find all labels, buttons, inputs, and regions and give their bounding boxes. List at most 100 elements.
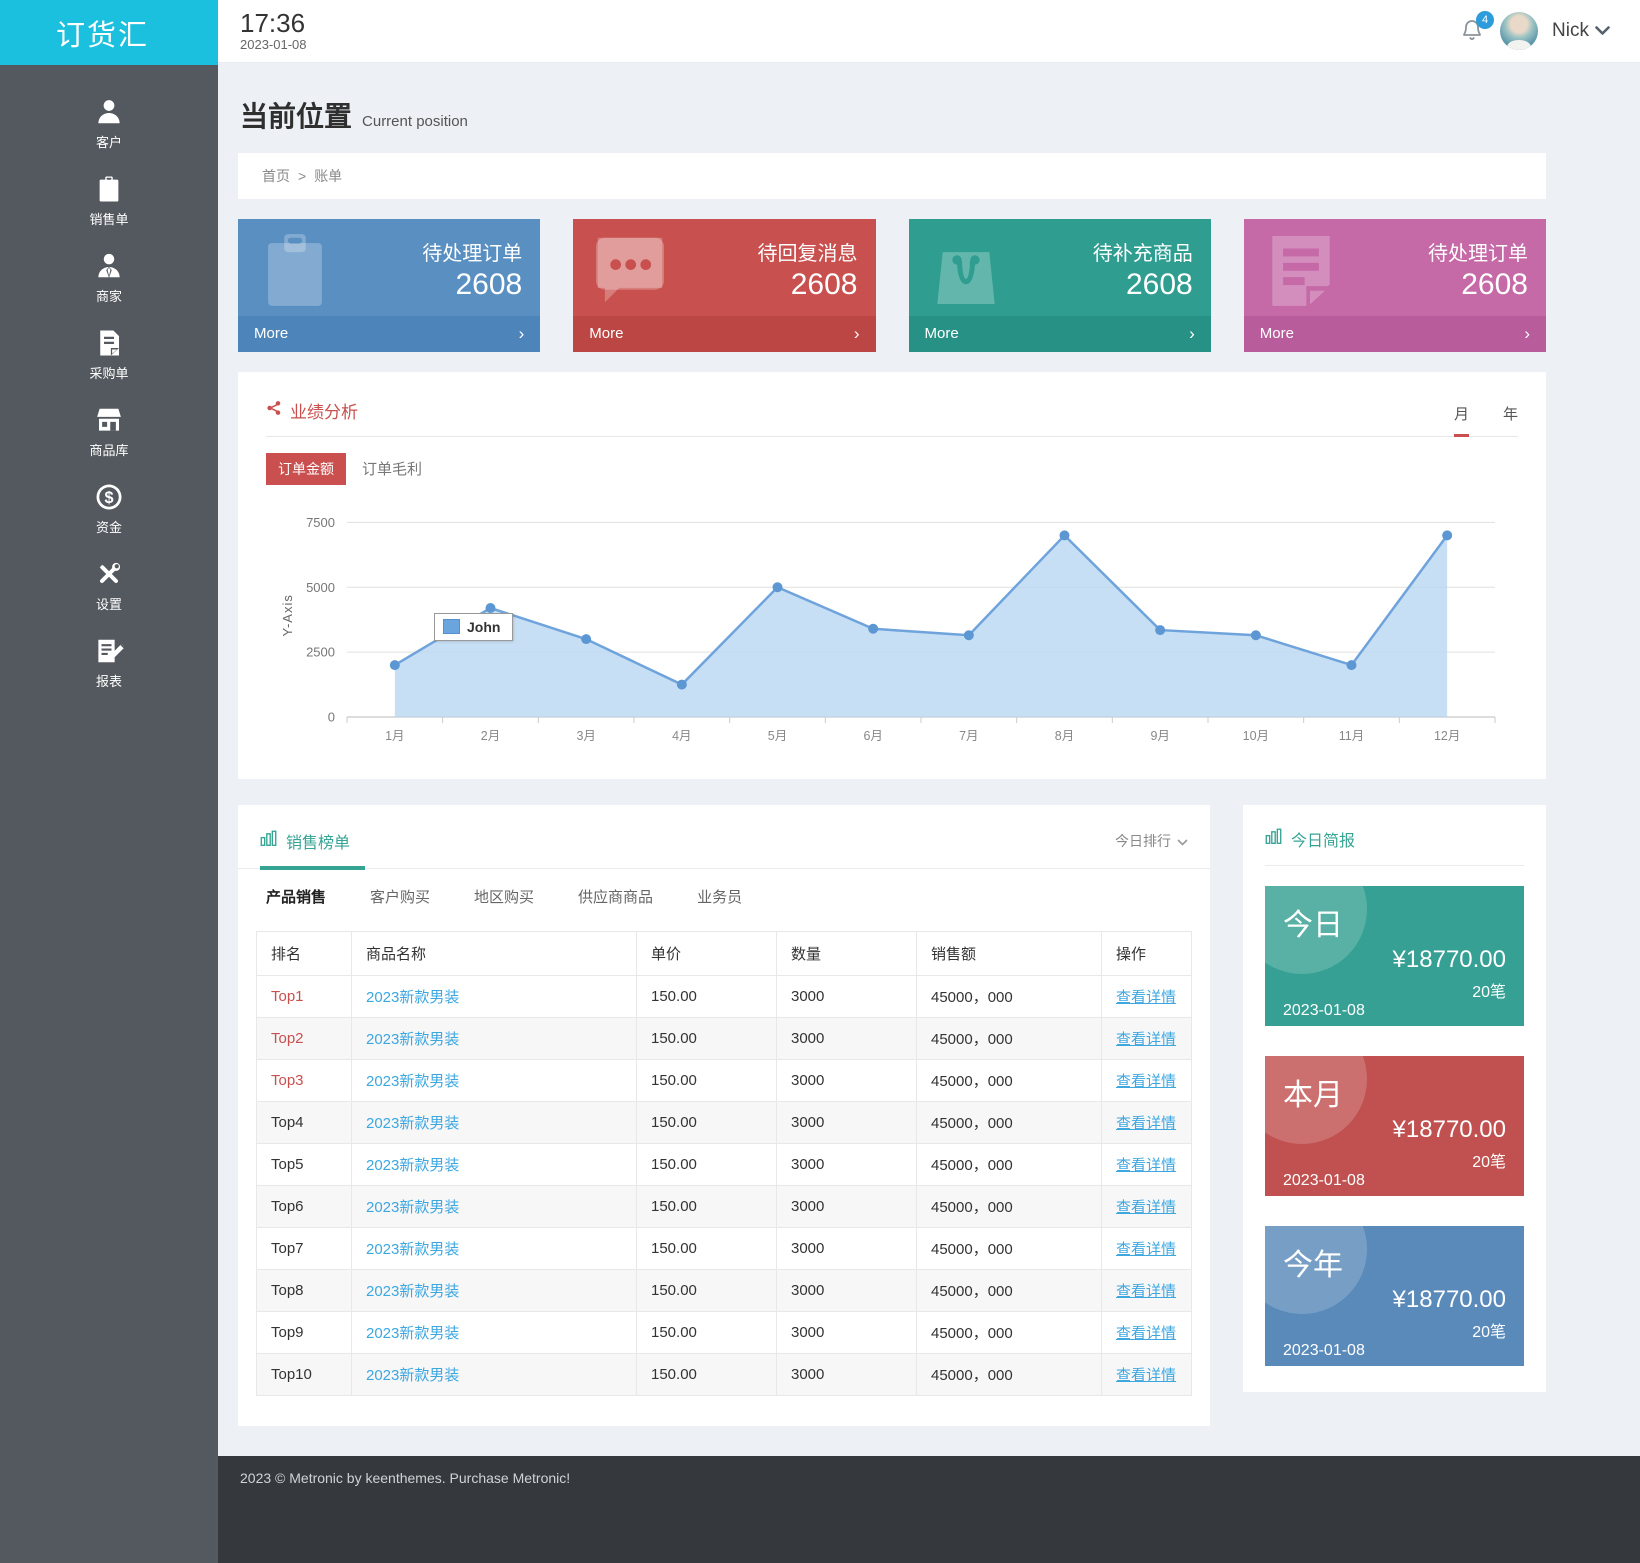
sidebar: 订货汇 客户 销售单 商家 采购单 商品库 $ 资金 设置 报表 (0, 0, 218, 1563)
amount-cell: 45000，000 (916, 1100, 1102, 1144)
svg-text:$: $ (104, 488, 113, 506)
qty-cell: 3000 (776, 1142, 917, 1186)
view-detail-link[interactable]: 查看详情 (1116, 1114, 1177, 1132)
view-detail-link[interactable]: 查看详情 (1116, 1366, 1177, 1384)
svg-text:1月: 1月 (385, 729, 404, 743)
view-detail-link[interactable]: 查看详情 (1116, 1156, 1177, 1174)
notifications-button[interactable]: 4 (1460, 10, 1495, 46)
rank-cell: Top7 (256, 1226, 352, 1270)
breadcrumb-home[interactable]: 首页 (262, 167, 290, 184)
rank-cell: Top3 (256, 1058, 352, 1102)
bell-icon (1460, 19, 1484, 46)
view-detail-link[interactable]: 查看详情 (1116, 1324, 1177, 1342)
product-cell: 2023新款男装 (351, 1352, 637, 1396)
amount-cell: 45000，000 (916, 1058, 1102, 1102)
sidebar-item-1[interactable]: 客户 (0, 85, 218, 162)
product-link[interactable]: 2023新款男装 (366, 1282, 460, 1300)
table-row: Top2 2023新款男装 150.00 3000 45000，000 查看详情 (256, 1016, 1192, 1060)
sidebar-nav: 客户 销售单商家采购单商品库 $ 资金 设置 报表 (0, 85, 218, 701)
brief-card-date: 2023-01-08 (1283, 1001, 1365, 1019)
price-cell: 150.00 (636, 1226, 777, 1270)
qty-cell: 3000 (776, 1226, 917, 1270)
area-chart-svg: 0 2500 5000 7500 Y-Axis 1月 2月 3月 4月 5月 6月 7月 8月 9月 10月… (280, 514, 1496, 743)
chevron-down-icon (1595, 20, 1610, 42)
performance-title: 业绩分析 (266, 398, 358, 423)
sidebar-item-label: 商家 (95, 288, 122, 304)
stat-card-value: 2608 (790, 267, 858, 301)
sidebar-item-2[interactable]: 销售单 (0, 162, 218, 239)
product-cell: 2023新款男装 (351, 1016, 637, 1060)
product-link[interactable]: 2023新款男装 (366, 1366, 460, 1384)
sidebar-item-8[interactable]: 报表 (0, 624, 218, 701)
svg-text:7月: 7月 (959, 729, 978, 743)
sales-tab-3[interactable]: 地区购买 (474, 888, 535, 906)
period-tab-2[interactable]: 年 (1502, 405, 1518, 423)
table-row: Top3 2023新款男装 150.00 3000 45000，000 查看详情 (256, 1058, 1192, 1102)
qty-cell: 3000 (776, 1310, 917, 1354)
sidebar-item-4[interactable]: 采购单 (0, 316, 218, 393)
column-header: 操作 (1101, 930, 1192, 976)
product-cell: 2023新款男装 (351, 1100, 637, 1144)
notification-badge: 4 (1476, 10, 1495, 29)
avatar[interactable] (1500, 11, 1539, 50)
action-cell: 查看详情 (1101, 974, 1192, 1018)
bag-icon (923, 227, 1009, 313)
view-detail-link[interactable]: 查看详情 (1116, 1030, 1177, 1048)
amount-cell: 45000，000 (916, 1184, 1102, 1228)
stat-card-4: 待处理订单 2608 More › (1243, 218, 1546, 352)
view-detail-link[interactable]: 查看详情 (1116, 1072, 1177, 1090)
stat-card-more-button[interactable]: More › (238, 315, 541, 352)
legend-swatch (443, 619, 460, 635)
amount-cell: 45000，000 (916, 1310, 1102, 1354)
brief-card-date: 2023-01-08 (1283, 1171, 1365, 1189)
stat-card-more-button[interactable]: More › (573, 315, 876, 352)
product-link[interactable]: 2023新款男装 (366, 1114, 460, 1132)
table-row: Top7 2023新款男装 150.00 3000 45000，000 查看详情 (256, 1226, 1192, 1270)
product-link[interactable]: 2023新款男装 (366, 1156, 460, 1174)
product-link[interactable]: 2023新款男装 (366, 1324, 460, 1342)
product-link[interactable]: 2023新款男装 (366, 1198, 460, 1216)
amount-cell: 45000，000 (916, 1226, 1102, 1270)
sidebar-item-7[interactable]: 设置 (0, 547, 218, 624)
qty-cell: 3000 (776, 1058, 917, 1102)
product-link[interactable]: 2023新款男装 (366, 988, 460, 1006)
sales-tab-5[interactable]: 业务员 (697, 888, 743, 906)
view-detail-link[interactable]: 查看详情 (1116, 1198, 1177, 1216)
user-menu[interactable]: Nick (1552, 20, 1610, 42)
product-cell: 2023新款男装 (351, 1142, 637, 1186)
sales-tab-2[interactable]: 客户购买 (370, 888, 431, 906)
qty-cell: 3000 (776, 1268, 917, 1312)
period-tab-1[interactable]: 月 (1453, 403, 1469, 437)
stat-card-more-button[interactable]: More › (908, 315, 1211, 352)
sales-tab-1[interactable]: 产品销售 (266, 888, 327, 906)
svg-text:9月: 9月 (1150, 729, 1169, 743)
column-header: 单价 (636, 930, 777, 976)
action-cell: 查看详情 (1101, 1058, 1192, 1102)
brief-card-label: 今年 (1283, 1248, 1343, 1282)
product-link[interactable]: 2023新款男装 (366, 1030, 460, 1048)
view-detail-link[interactable]: 查看详情 (1116, 988, 1177, 1006)
sales-tab-4[interactable]: 供应商商品 (578, 888, 654, 906)
tab-order-amount[interactable]: 订单金额 (266, 452, 346, 485)
sidebar-item-6[interactable]: $ 资金 (0, 470, 218, 547)
tab-order-profit[interactable]: 订单毛利 (362, 461, 423, 479)
product-link[interactable]: 2023新款男装 (366, 1072, 460, 1090)
table-row: Top4 2023新款男装 150.00 3000 45000，000 查看详情 (256, 1100, 1192, 1144)
rank-filter-dropdown[interactable]: 今日排行 (1115, 831, 1188, 851)
column-header: 商品名称 (351, 930, 637, 976)
page-title: 当前位置 (240, 100, 353, 132)
product-link[interactable]: 2023新款男装 (366, 1240, 460, 1258)
sidebar-item-5[interactable]: 商品库 (0, 393, 218, 470)
view-detail-link[interactable]: 查看详情 (1116, 1240, 1177, 1258)
sales-tabs: 产品销售 客户购买 地区购买 供应商商品 业务员 (238, 886, 1210, 907)
sidebar-item-3[interactable]: 商家 (0, 239, 218, 316)
sidebar-item-label: 商品库 (89, 442, 129, 458)
stat-card-title: 待处理订单 (422, 242, 523, 265)
product-cell: 2023新款男装 (351, 1058, 637, 1102)
stat-card-more-button[interactable]: More › (1243, 315, 1546, 352)
view-detail-link[interactable]: 查看详情 (1116, 1282, 1177, 1300)
price-cell: 150.00 (636, 1184, 777, 1228)
message-icon (587, 227, 673, 313)
table-row: Top9 2023新款男装 150.00 3000 45000，000 查看详情 (256, 1310, 1192, 1354)
more-label: More (254, 325, 289, 343)
